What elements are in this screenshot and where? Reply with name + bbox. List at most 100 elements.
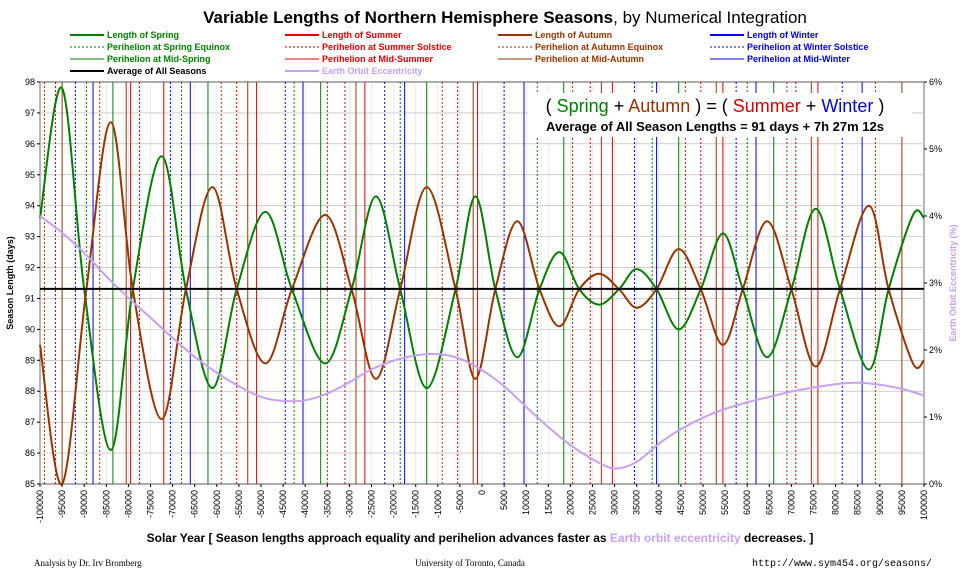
legend-label: Earth Orbit Eccentricity [322, 66, 423, 76]
legend-label: Length of Spring [107, 30, 179, 40]
x-tick-label: -50000 [256, 490, 266, 518]
x-tick-label: 35000 [632, 490, 642, 515]
y-tick-label: 98 [25, 77, 35, 87]
legend-label: Length of Autumn [535, 30, 612, 40]
x-tick-label: 30000 [610, 490, 620, 515]
x-tick-label: -95000 [57, 490, 67, 518]
x-tick-label: -85000 [101, 490, 111, 518]
eq-plus1: + [609, 96, 629, 116]
y-axis-right-title: Earth Orbit Eccentricity (%) [948, 224, 958, 341]
legend-label: Length of Summer [322, 30, 402, 40]
x-tick-label: 85000 [853, 490, 863, 515]
x-tick-label: 65000 [764, 490, 774, 515]
x-tick-label: -5000 [455, 490, 465, 513]
x-tick-label: -70000 [168, 490, 178, 518]
grid-lines [39, 81, 925, 485]
y-tick-label: 95 [25, 170, 35, 180]
x-tick-label: -45000 [278, 490, 288, 518]
footer-institution: University of Toronto, Canada [415, 558, 525, 568]
y-right-tick-label: 4% [929, 211, 942, 221]
y-right-tick-label: 0% [929, 479, 942, 489]
chart-title-main: Variable Lengths of Northern Hemisphere … [203, 8, 613, 27]
legend-label: Perihelion at Winter Solstice [747, 42, 868, 52]
series-layer [39, 86, 925, 486]
y-right-tick-label: 6% [929, 77, 942, 87]
y-tick-label: 92 [25, 263, 35, 273]
y-axis-title: Season Length (days) [5, 236, 15, 330]
x-tick-label: 15000 [543, 490, 553, 515]
chart-title: Variable Lengths of Northern Hemisphere … [203, 8, 807, 27]
legend-label: Average of All Seasons [107, 66, 206, 76]
footer-author: Analysis by Dr. Irv Bromberg [34, 558, 142, 568]
eq-spring: Spring [557, 96, 609, 116]
x-tick-label: -20000 [389, 490, 399, 518]
legend-label: Perihelion at Mid-Autumn [535, 54, 644, 64]
x-tick-label: -60000 [212, 490, 222, 518]
eq-autumn: Autumn [628, 96, 690, 116]
footer-url: http://www.sym454.org/seasons/ [752, 558, 932, 570]
eq-close: ) [873, 96, 884, 116]
x-tick-label: 0 [477, 490, 487, 495]
y-right-tick-label: 1% [929, 412, 942, 422]
legend-label: Perihelion at Autumn Equinox [535, 42, 663, 52]
x-tick-label: -30000 [344, 490, 354, 518]
eq-winter: Winter [821, 96, 873, 116]
x-axis-title-highlight: Earth orbit eccentricity [610, 531, 741, 545]
x-tick-label: 55000 [720, 490, 730, 515]
x-tick-label: 10000 [521, 490, 531, 515]
y-tick-label: 91 [25, 293, 35, 303]
eq-open: ( [546, 96, 557, 116]
x-tick-label: -25000 [367, 490, 377, 518]
series-length-of-autumn [39, 121, 925, 486]
x-tick-label: 95000 [897, 490, 907, 515]
y-right-tick-label: 5% [929, 144, 942, 154]
x-tick-label: 60000 [742, 490, 752, 515]
x-tick-label: -55000 [234, 490, 244, 518]
y-tick-label: 87 [25, 417, 35, 427]
y-axis-right: 0% 1% 2% 3% 4% 5% 6% [924, 77, 942, 489]
x-tick-label: 50000 [698, 490, 708, 515]
x-tick-label: 25000 [588, 490, 598, 515]
annotation-bg [528, 93, 912, 137]
eq-equals: ) = ( [690, 96, 733, 116]
y-tick-label: 96 [25, 139, 35, 149]
x-tick-label: 70000 [786, 490, 796, 515]
y-right-tick-label: 3% [929, 278, 942, 288]
x-tick-label: 20000 [565, 490, 575, 515]
y-tick-label: 86 [25, 448, 35, 458]
legend-label: Perihelion at Mid-Summer [322, 54, 434, 64]
x-axis-title-before: Solar Year [ Season lengths approach equ… [147, 531, 610, 545]
x-tick-label: 40000 [654, 490, 664, 515]
x-tick-label: 75000 [809, 490, 819, 515]
x-tick-label: -10000 [433, 490, 443, 518]
x-tick-label: -65000 [190, 490, 200, 518]
eq-summer: Summer [733, 96, 801, 116]
y-tick-label: 97 [25, 108, 35, 118]
y-tick-label: 85 [25, 479, 35, 489]
y-tick-label: 94 [25, 201, 35, 211]
x-tick-label: -90000 [79, 490, 89, 518]
x-tick-label: 90000 [875, 490, 885, 515]
x-axis-title: Solar Year [ Season lengths approach equ… [147, 531, 814, 545]
x-tick-label: -15000 [411, 490, 421, 518]
x-axis: -100000 -95000 -90000 -85000 -80000 -75000 -70… [35, 484, 929, 523]
season-equation: ( Spring + Autumn ) = ( Summer + Winter … [546, 96, 885, 116]
y-tick-label: 90 [25, 324, 35, 334]
average-annotation: Average of All Season Lengths = 91 days … [546, 119, 884, 134]
series-length-of-spring [39, 86, 925, 452]
x-tick-label: -35000 [322, 490, 332, 518]
y-right-tick-label: 2% [929, 345, 942, 355]
y-tick-label: 88 [25, 386, 35, 396]
x-tick-label: -40000 [300, 490, 310, 518]
legend-label: Perihelion at Summer Solstice [322, 42, 452, 52]
x-axis-title-after: decreases. ] [741, 531, 814, 545]
y-axis-left: 85 86 87 88 89 90 91 92 93 94 95 96 97 98 [25, 77, 40, 489]
x-tick-label: 5000 [499, 490, 509, 510]
x-tick-label: -100000 [35, 490, 45, 523]
series-earth-orbit-eccentricity [39, 215, 925, 470]
legend-label: Perihelion at Spring Equinox [107, 42, 230, 52]
x-tick-label: 100000 [919, 490, 929, 520]
legend: Length of Spring Perihelion at Spring Equ… [70, 30, 868, 76]
x-tick-label: 45000 [676, 490, 686, 515]
